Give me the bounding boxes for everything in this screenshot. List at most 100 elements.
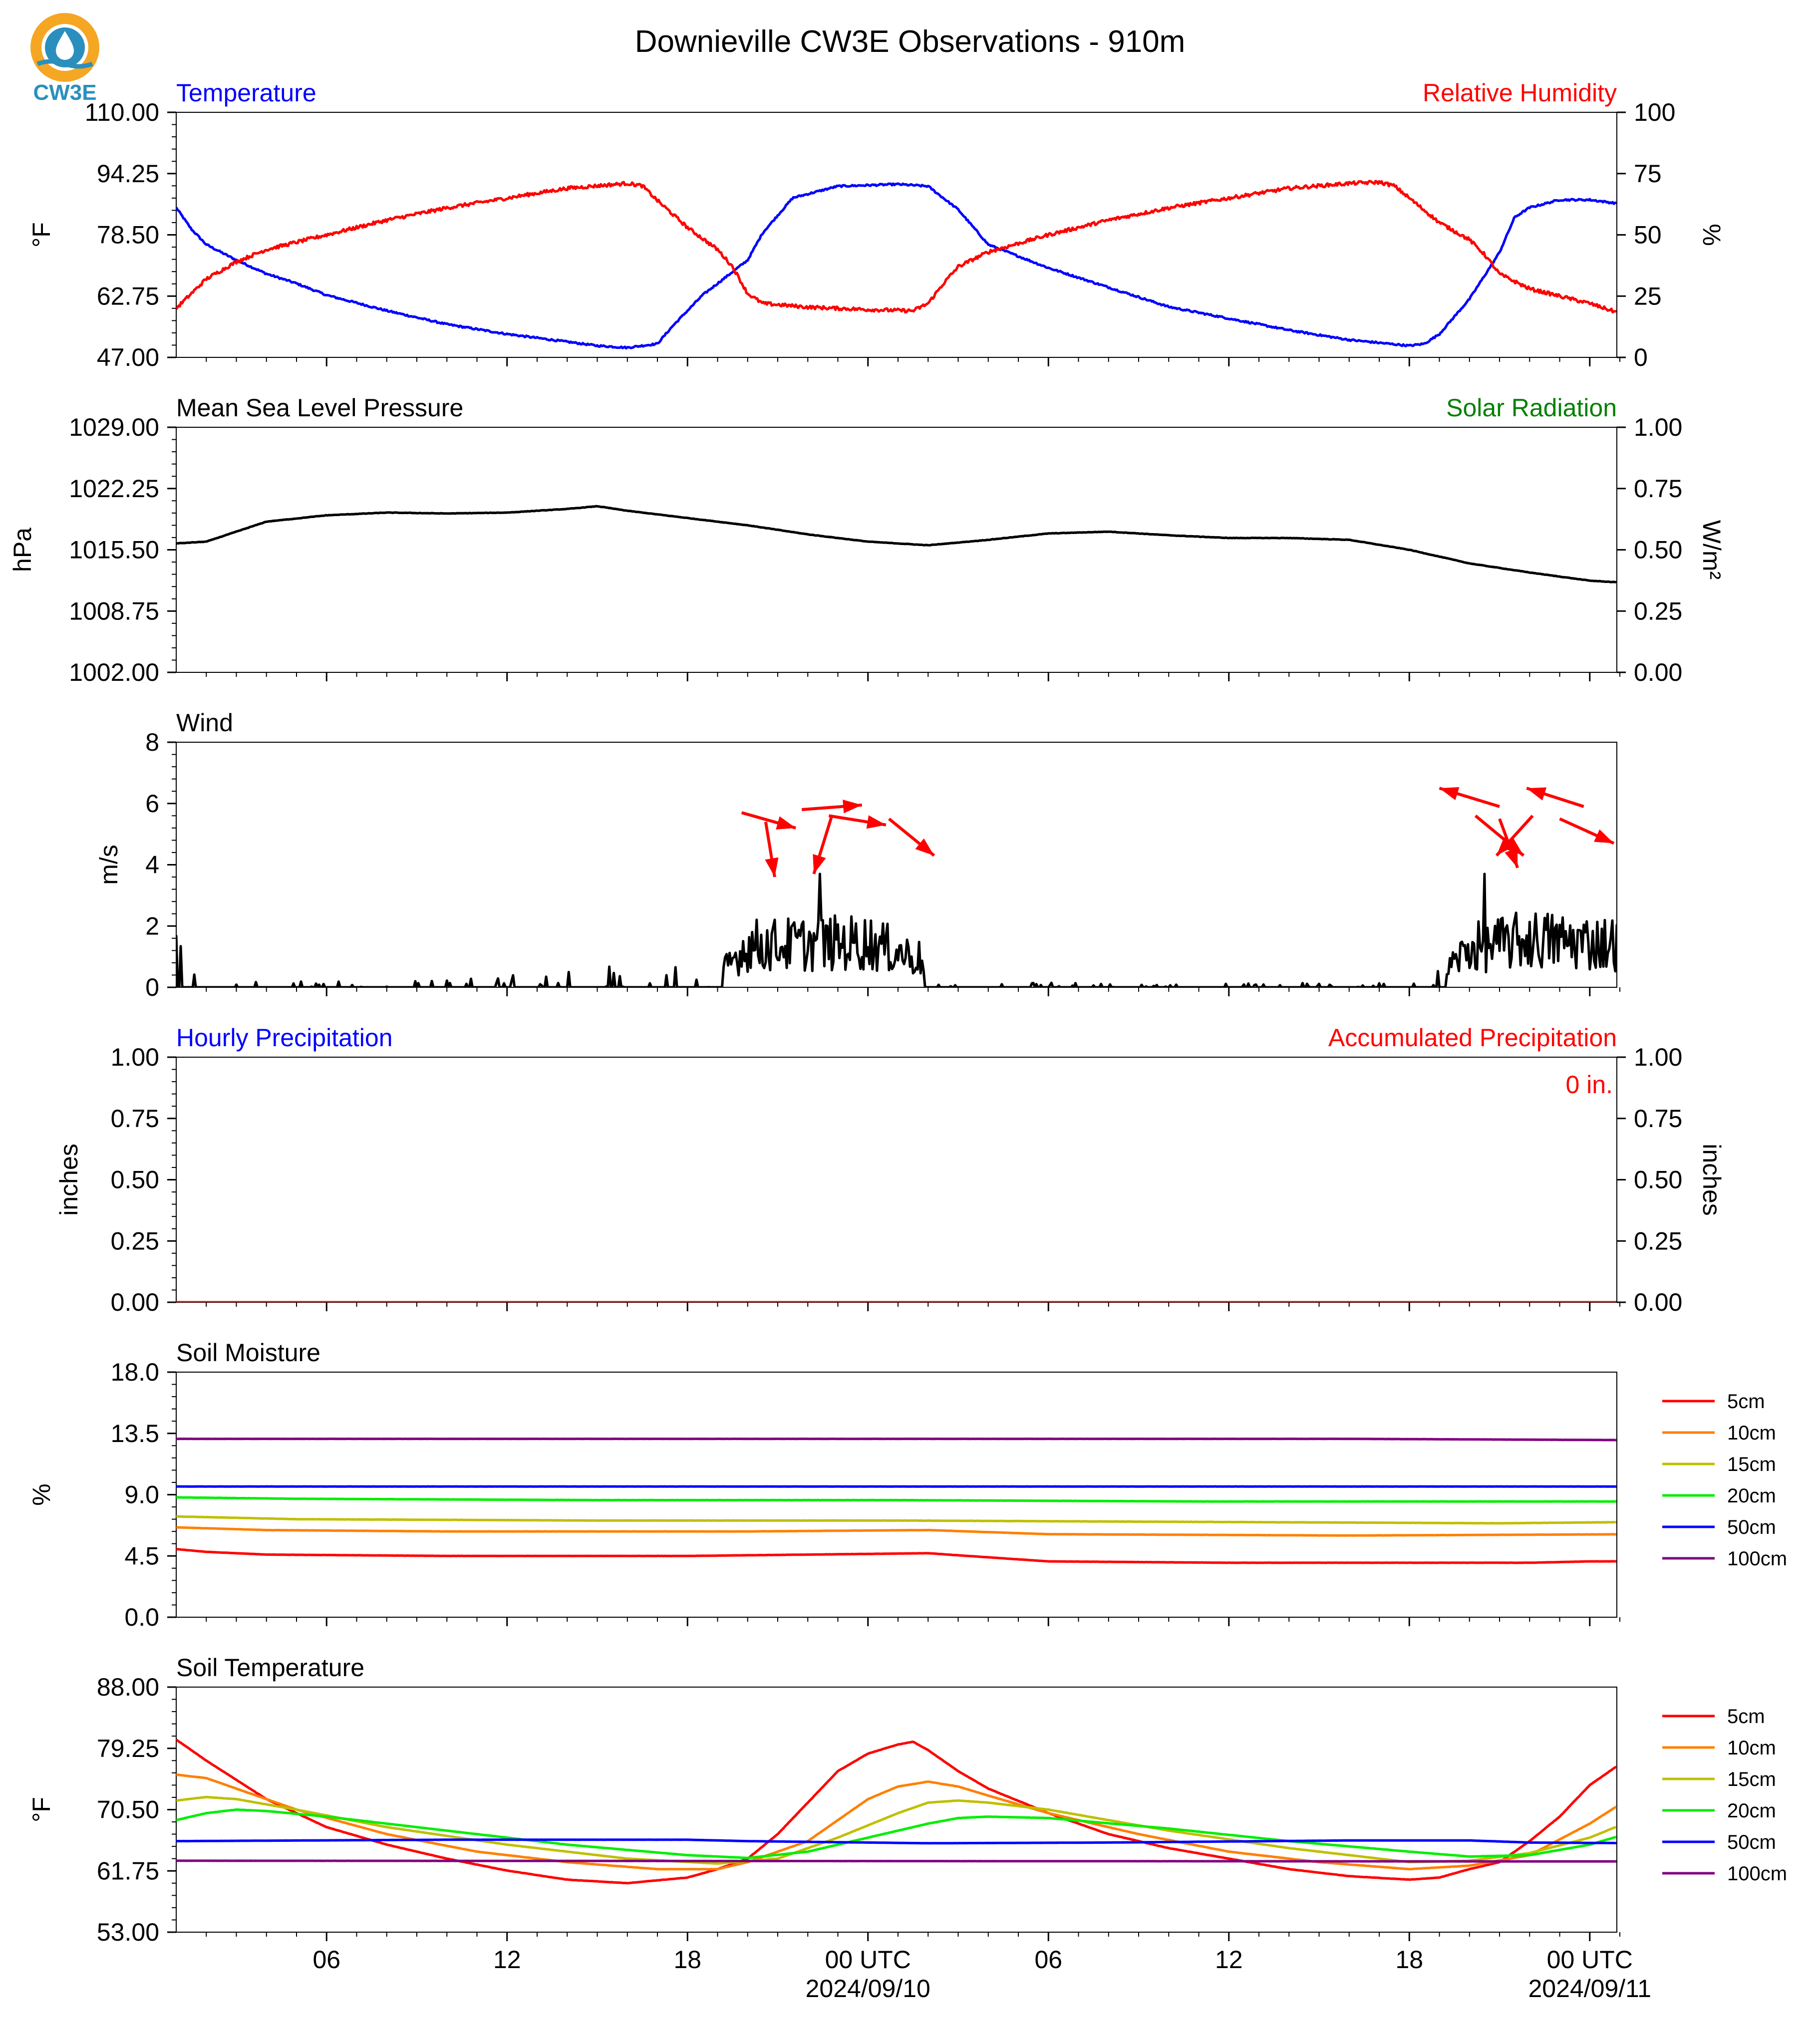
y-axis-label: °F [27, 222, 55, 248]
panel-title-left: Temperature [176, 79, 316, 107]
y-tick-label: 4 [145, 851, 159, 879]
y-tick-label: 47.00 [97, 343, 159, 371]
y-right-tick-label: 0.00 [1634, 1288, 1682, 1316]
series-line-100cm [176, 1438, 1616, 1442]
y-tick-label: 1002.00 [69, 658, 159, 686]
y-tick-label: 2 [145, 912, 159, 940]
wind-arrow-head [915, 838, 934, 856]
panel-pressure: Mean Sea Level Pressure Solar Radiation 10… [8, 394, 1726, 686]
panel-precip: Hourly Precipitation Accumulated Precipit… [55, 1024, 1726, 1316]
y-tick-label: 18.0 [111, 1358, 159, 1386]
y-axis-label: inches [55, 1144, 83, 1216]
series-line-15cm [176, 1795, 1617, 1865]
panel-title-left: Soil Temperature [176, 1654, 364, 1682]
chart-panels: Temperature Relative Humidity 110.00 94.25 7… [8, 79, 1787, 2003]
y-axis-label: °F [27, 1797, 55, 1822]
y-tick-label: 0.00 [111, 1288, 159, 1316]
series-line-20cm [176, 1808, 1617, 1859]
y-tick-label: 62.75 [97, 282, 159, 310]
series-line-mean-sea-level-pressure [176, 505, 1617, 584]
y-axis-label: hPa [8, 528, 36, 572]
y-axis-label-right: W/m² [1698, 520, 1726, 579]
plot-area [176, 180, 1617, 350]
y-tick-label: 8 [145, 728, 159, 756]
wind-arrow-head [843, 800, 862, 814]
panel-soil_moisture: Soil Moisture 18.0 13.5 9.0 4.5 0.0% 5cm 10cm 15… [27, 1339, 1787, 1631]
y-tick-label: 13.5 [111, 1420, 159, 1448]
legend-label: 10cm [1727, 1737, 1776, 1759]
y-tick-label: 88.00 [97, 1673, 159, 1701]
y-tick-label: 53.00 [97, 1918, 159, 1946]
x-tick-label: 06 [312, 1946, 340, 1974]
plot-area [176, 1438, 1616, 1564]
y-tick-label: 0.25 [111, 1227, 159, 1255]
plot-area [176, 787, 1617, 987]
y-tick-label: 0.0 [124, 1603, 159, 1631]
y-right-tick-label: 0.50 [1634, 536, 1682, 564]
y-right-tick-label: 0.25 [1634, 1227, 1682, 1255]
series-line-wind [176, 872, 1617, 987]
wind-arrow-head [1505, 848, 1518, 868]
x-tick-label: 18 [673, 1946, 701, 1974]
series-line-5cm [176, 1738, 1617, 1885]
legend: 5cm 10cm 15cm 20cm 50cm 100cm [1662, 1706, 1787, 1885]
series-line-10cm [176, 1526, 1616, 1537]
y-right-tick-label: 75 [1634, 160, 1662, 188]
wind-arrow-head [776, 816, 796, 830]
wind-arrow [1439, 787, 1500, 808]
wind-arrow [764, 822, 779, 877]
y-right-tick-label: 1.00 [1634, 413, 1682, 441]
x-tick-label: 12 [1215, 1946, 1243, 1974]
x-tick-label: 18 [1395, 1946, 1423, 1974]
cw3e-logo: CW3E [30, 13, 99, 105]
wind-arrow [1559, 817, 1615, 845]
wind-arrow [741, 811, 796, 830]
wind-arrow [1495, 815, 1534, 857]
wind-arrow [812, 815, 834, 874]
panel-soil_temp: Soil Temperature 88.00 79.25 70.50 61.75 53.0… [27, 1654, 1787, 2003]
legend-label: 10cm [1727, 1422, 1776, 1444]
panel-temp_rh: Temperature Relative Humidity 110.00 94.25 7… [27, 79, 1726, 371]
y-tick-label: 1015.50 [69, 536, 159, 564]
series-line-20cm [176, 1496, 1616, 1503]
panel-title-right: Accumulated Precipitation [1328, 1024, 1617, 1052]
x-date-label: 2024/09/10 [806, 1975, 930, 2003]
legend-label: 5cm [1727, 1391, 1765, 1413]
x-tick-label: 00 UTC [825, 1946, 911, 1974]
figure-title: Downieville CW3E Observations - 910m [635, 24, 1186, 59]
y-tick-label: 78.50 [97, 221, 159, 249]
y-tick-label: 79.25 [97, 1735, 159, 1762]
panel-title-left: Mean Sea Level Pressure [176, 394, 463, 422]
legend-label: 20cm [1727, 1800, 1776, 1822]
wind-arrow-head [866, 815, 886, 829]
panel-title-right: Relative Humidity [1423, 79, 1617, 107]
x-tick-label: 00 UTC [1547, 1946, 1633, 1974]
wind-arrow-head [765, 857, 779, 877]
y-tick-label: 9.0 [124, 1481, 159, 1509]
wind-arrow-head [1439, 787, 1460, 801]
wind-arrow-head [1496, 837, 1515, 856]
legend-label: 20cm [1727, 1485, 1776, 1507]
y-right-tick-label: 0.75 [1634, 1105, 1682, 1133]
y-right-tick-label: 25 [1634, 282, 1662, 310]
y-tick-label: 1022.25 [69, 475, 159, 503]
legend-label: 15cm [1727, 1453, 1776, 1475]
y-axis-label-right: inches [1698, 1144, 1726, 1216]
logo-sun-ring [30, 13, 99, 82]
wind-arrow-head [1526, 787, 1547, 801]
y-tick-label: 1.00 [111, 1043, 159, 1071]
series-line-5cm [176, 1548, 1616, 1564]
wind-arrow-head [1594, 829, 1614, 844]
y-tick-label: 0.75 [111, 1105, 159, 1133]
panel-title-right: Solar Radiation [1446, 394, 1617, 422]
logo-text: CW3E [33, 80, 96, 105]
y-tick-label: 110.00 [85, 98, 159, 126]
legend-label: 100cm [1727, 1863, 1787, 1885]
y-right-tick-label: 1.00 [1634, 1043, 1682, 1071]
panel-title-left: Wind [176, 709, 233, 737]
series-line-50cm [176, 1838, 1616, 1845]
logo-water-drop [56, 31, 74, 60]
legend-label: 100cm [1727, 1548, 1787, 1570]
y-axis-label: m/s [95, 845, 123, 885]
